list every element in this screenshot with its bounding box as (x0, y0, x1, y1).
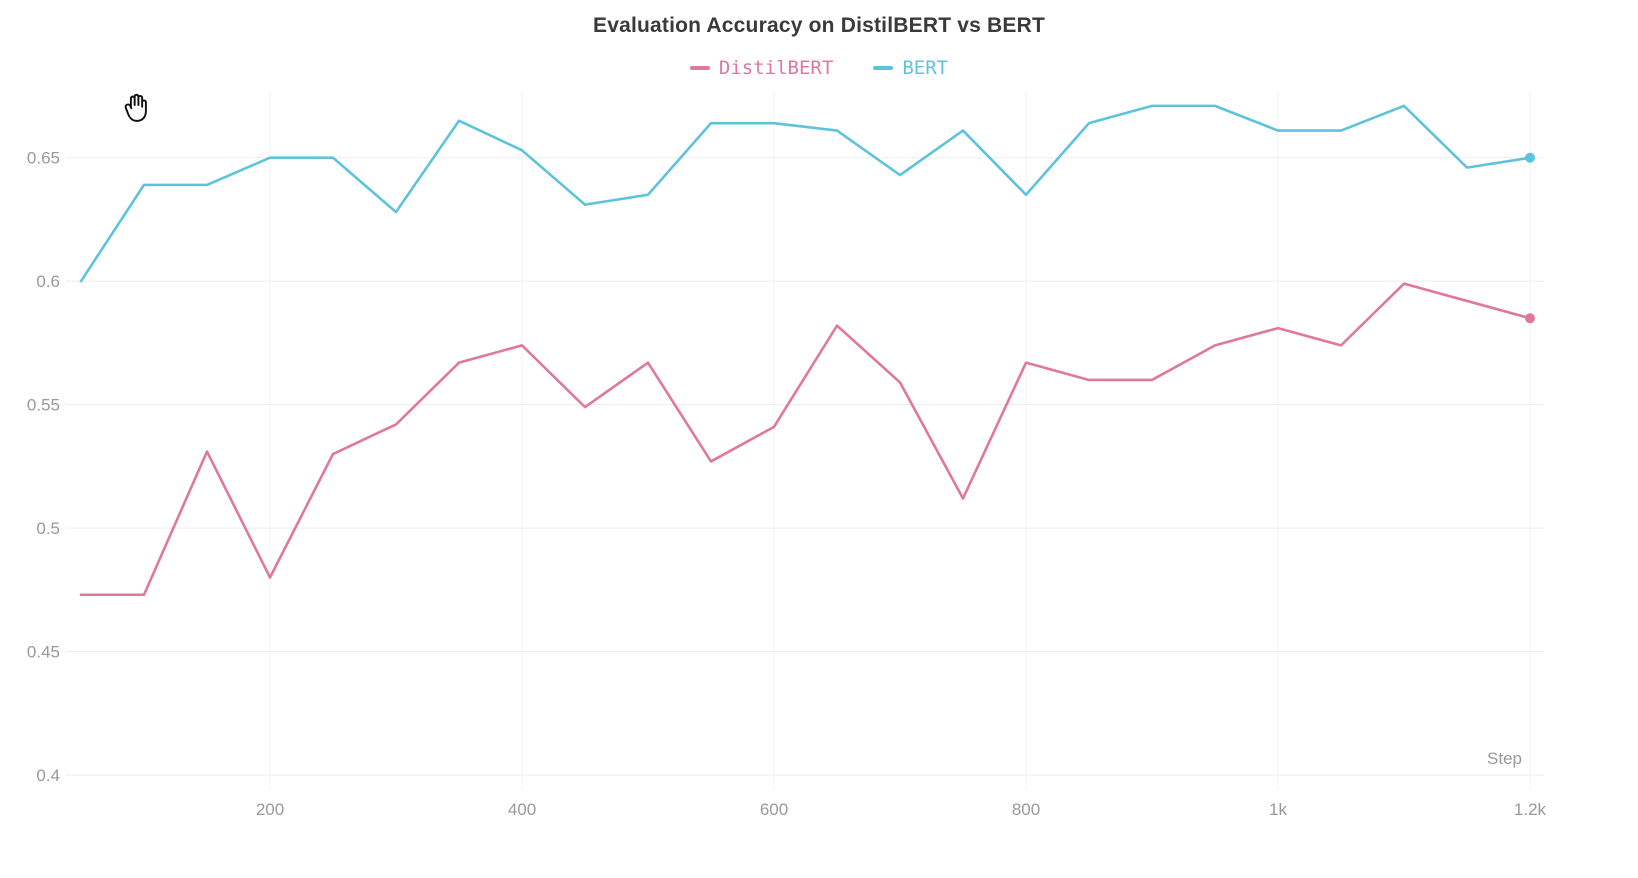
x-axis-label: Step (1487, 749, 1522, 768)
legend-item-distilbert[interactable]: DistilBERT (689, 57, 834, 79)
distilbert-line[interactable] (79, 282, 1532, 597)
x-tick-label: 1.2k (1514, 800, 1547, 819)
x-tick-label: 400 (508, 800, 536, 819)
bert-line[interactable] (79, 104, 1532, 283)
chart-title: Evaluation Accuracy on DistilBERT vs BER… (592, 14, 1046, 37)
legend-swatch (873, 66, 894, 70)
legend-label: BERT (902, 57, 949, 79)
chart-legend: DistilBERT BERT (0, 57, 1638, 79)
distilbert-end-point[interactable] (1525, 313, 1535, 324)
hand-cursor-icon (124, 93, 147, 122)
y-tick-label: 0.6 (36, 272, 60, 291)
y-tick-label: 0.5 (36, 519, 60, 538)
x-tick-label: 1k (1269, 800, 1287, 819)
bert-end-point[interactable] (1525, 152, 1535, 163)
y-tick-label: 0.4 (36, 766, 60, 785)
legend-label: DistilBERT (718, 57, 834, 79)
plot-area[interactable] (81, 96, 1530, 775)
x-tick-label: 800 (1012, 800, 1040, 819)
y-tick-label: 0.55 (27, 396, 60, 415)
y-tick-label: 0.45 (27, 643, 60, 662)
legend-swatch (689, 66, 710, 70)
legend-item-bert[interactable]: BERT (873, 57, 948, 79)
x-tick-label: 600 (760, 800, 788, 819)
y-tick-label: 0.65 (27, 149, 60, 168)
x-tick-label: 200 (256, 800, 284, 819)
